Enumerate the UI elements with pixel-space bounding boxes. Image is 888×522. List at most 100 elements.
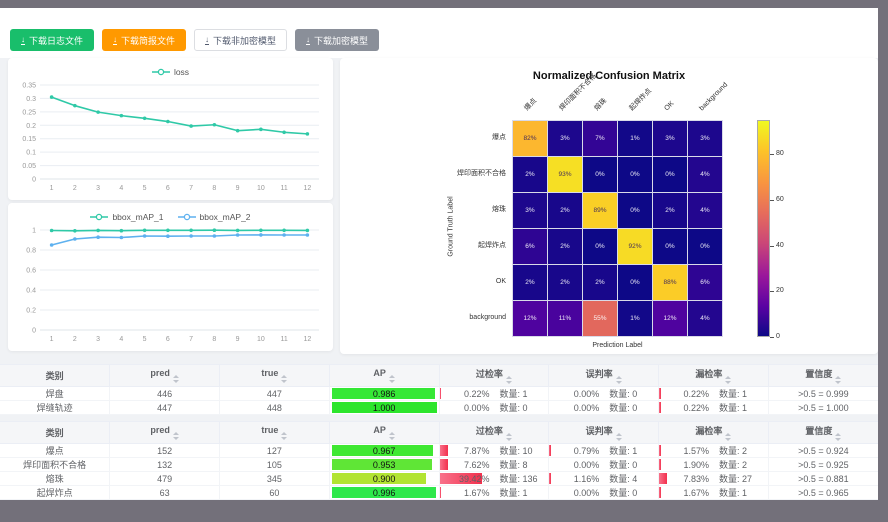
cell-over-detect-rate: 7.62% 数量: 8: [439, 457, 550, 472]
matrix-row-label: 起焊炸点: [478, 242, 506, 249]
matrix-cell: 1%: [618, 121, 652, 156]
legend-item-loss[interactable]: loss: [151, 67, 189, 77]
rate-bar: [659, 388, 661, 399]
svg-text:12: 12: [303, 185, 311, 192]
cell-true-count: 100: [219, 499, 330, 500]
cell-confidence: >0.5 = 0.924: [768, 443, 878, 458]
sort-caret-icon[interactable]: [172, 375, 179, 383]
column-header[interactable]: AP: [329, 364, 440, 387]
cell-miss-rate: 0.22% 数量: 1: [658, 400, 769, 415]
svg-text:9: 9: [236, 336, 240, 343]
sort-caret-icon[interactable]: [615, 376, 622, 384]
column-header[interactable]: 漏检率: [658, 364, 769, 387]
column-header-label: pred: [150, 425, 170, 435]
sort-caret-icon[interactable]: [505, 376, 512, 384]
column-header[interactable]: 误判率: [548, 421, 659, 444]
sort-caret-icon[interactable]: [172, 432, 179, 440]
confusion-matrix-xlabel: Prediction Label: [592, 342, 643, 349]
ap-value: 0.967: [372, 445, 396, 456]
sort-caret-icon[interactable]: [388, 432, 395, 440]
svg-text:10: 10: [257, 336, 265, 343]
rate-percent: 1.67%: [463, 487, 490, 498]
rate-bar: [549, 445, 551, 456]
sort-caret-icon[interactable]: [281, 432, 288, 440]
legend-line-icon: [90, 213, 109, 221]
rate-count: 数量: 1: [719, 488, 748, 498]
sort-caret-icon[interactable]: [505, 433, 512, 441]
matrix-column-label: 起焊炸点: [628, 87, 654, 113]
svg-text:7: 7: [189, 185, 193, 192]
column-header[interactable]: 过检率: [439, 364, 550, 387]
column-header[interactable]: pred: [109, 364, 220, 387]
cell-ap: 0.986: [329, 386, 440, 401]
sort-caret-icon[interactable]: [615, 433, 622, 441]
sort-caret-icon[interactable]: [835, 376, 842, 384]
matrix-cell: 12%: [513, 301, 547, 336]
rate-percent: 1.57%: [683, 445, 710, 456]
download-unencrypted-model-button[interactable]: ↓ 下载非加密模型: [194, 29, 288, 51]
svg-text:7: 7: [189, 336, 193, 343]
download-log-button[interactable]: ↓ 下载日志文件: [10, 29, 95, 51]
column-header[interactable]: 漏检率: [658, 421, 769, 444]
column-header[interactable]: AP: [329, 421, 440, 444]
cell-over-detect-rate: 1.67% 数量: 1: [439, 485, 550, 500]
column-header[interactable]: 置信度: [768, 364, 878, 387]
matrix-cell: 82%: [513, 121, 547, 156]
column-header[interactable]: 误判率: [548, 364, 659, 387]
matrix-cell: 3%: [548, 121, 582, 156]
rate-count: 数量: 0: [719, 499, 747, 500]
cell-pred-count: 117: [109, 499, 220, 500]
colorbar-tick: [770, 337, 774, 338]
cell-over-detect-rate: 117.00%数量: 117: [439, 499, 550, 500]
matrix-cell: 89%: [583, 193, 617, 228]
rate-count: 数量: 1: [609, 446, 638, 456]
download-encrypted-model-button[interactable]: ↓ 下载加密模型: [295, 29, 380, 51]
sort-caret-icon[interactable]: [725, 433, 732, 441]
cell-over-detect-rate: 0.00% 数量: 0: [439, 400, 550, 415]
legend-line-icon: [177, 213, 196, 221]
legend-item-bbox_mAP_1[interactable]: bbox_mAP_1: [90, 212, 164, 222]
svg-text:1: 1: [50, 185, 54, 192]
cell-pred-count: 447: [109, 400, 220, 415]
column-header[interactable]: 置信度: [768, 421, 878, 444]
cell-confidence: >0.5 = 0.925: [768, 457, 878, 472]
download-icon: ↓: [113, 34, 118, 45]
rate-count: 数量: 0: [609, 488, 638, 498]
colorbar-tick-label: 0: [776, 333, 780, 340]
cell-pred-count: 479: [109, 471, 220, 486]
rate-count: 数量: 1: [719, 389, 748, 399]
colorbar-tick-label: 20: [776, 287, 784, 295]
download-unencrypted-model-label: 下载非加密模型: [213, 35, 277, 46]
download-report-button[interactable]: ↓ 下载简报文件: [102, 29, 187, 51]
matrix-cell: 0%: [583, 229, 617, 264]
sort-caret-icon[interactable]: [725, 376, 732, 384]
column-header[interactable]: true: [219, 364, 330, 387]
cell-ap: 0.953: [329, 457, 440, 472]
svg-text:8: 8: [212, 185, 216, 192]
rate-percent: 0.00%: [573, 487, 600, 498]
svg-text:0.3: 0.3: [26, 96, 36, 103]
cell-pred-count: 446: [109, 386, 220, 401]
sort-caret-icon[interactable]: [388, 375, 395, 383]
cell-confidence: >0.5 = 0.999: [768, 386, 878, 401]
download-icon: ↓: [306, 34, 311, 45]
rate-percent: 1.90%: [683, 459, 710, 470]
loss-chart-legend: loss: [8, 65, 333, 79]
column-header[interactable]: 过检率: [439, 421, 550, 444]
matrix-cell: 0%: [653, 229, 687, 264]
cell-true-count: 127: [219, 443, 330, 458]
sort-caret-icon[interactable]: [281, 375, 288, 383]
svg-text:0: 0: [32, 177, 36, 184]
cell-pred-count: 132: [109, 457, 220, 472]
table-row: 爆点 152 127 0.967 7.87% 数量: 10 0.79% 数量: 1 1.57% 数…: [0, 443, 878, 458]
colorbar: [757, 120, 770, 337]
legend-item-bbox_mAP_2[interactable]: bbox_mAP_2: [177, 212, 251, 222]
sort-caret-icon[interactable]: [835, 433, 842, 441]
rate-bar: [549, 473, 551, 484]
column-header[interactable]: true: [219, 421, 330, 444]
column-header-label: 过检率: [475, 369, 503, 379]
cell-true-count: 60: [219, 485, 330, 500]
colorbar-tick: [770, 154, 774, 156]
matrix-cell: 0%: [653, 157, 687, 192]
column-header[interactable]: pred: [109, 421, 220, 444]
